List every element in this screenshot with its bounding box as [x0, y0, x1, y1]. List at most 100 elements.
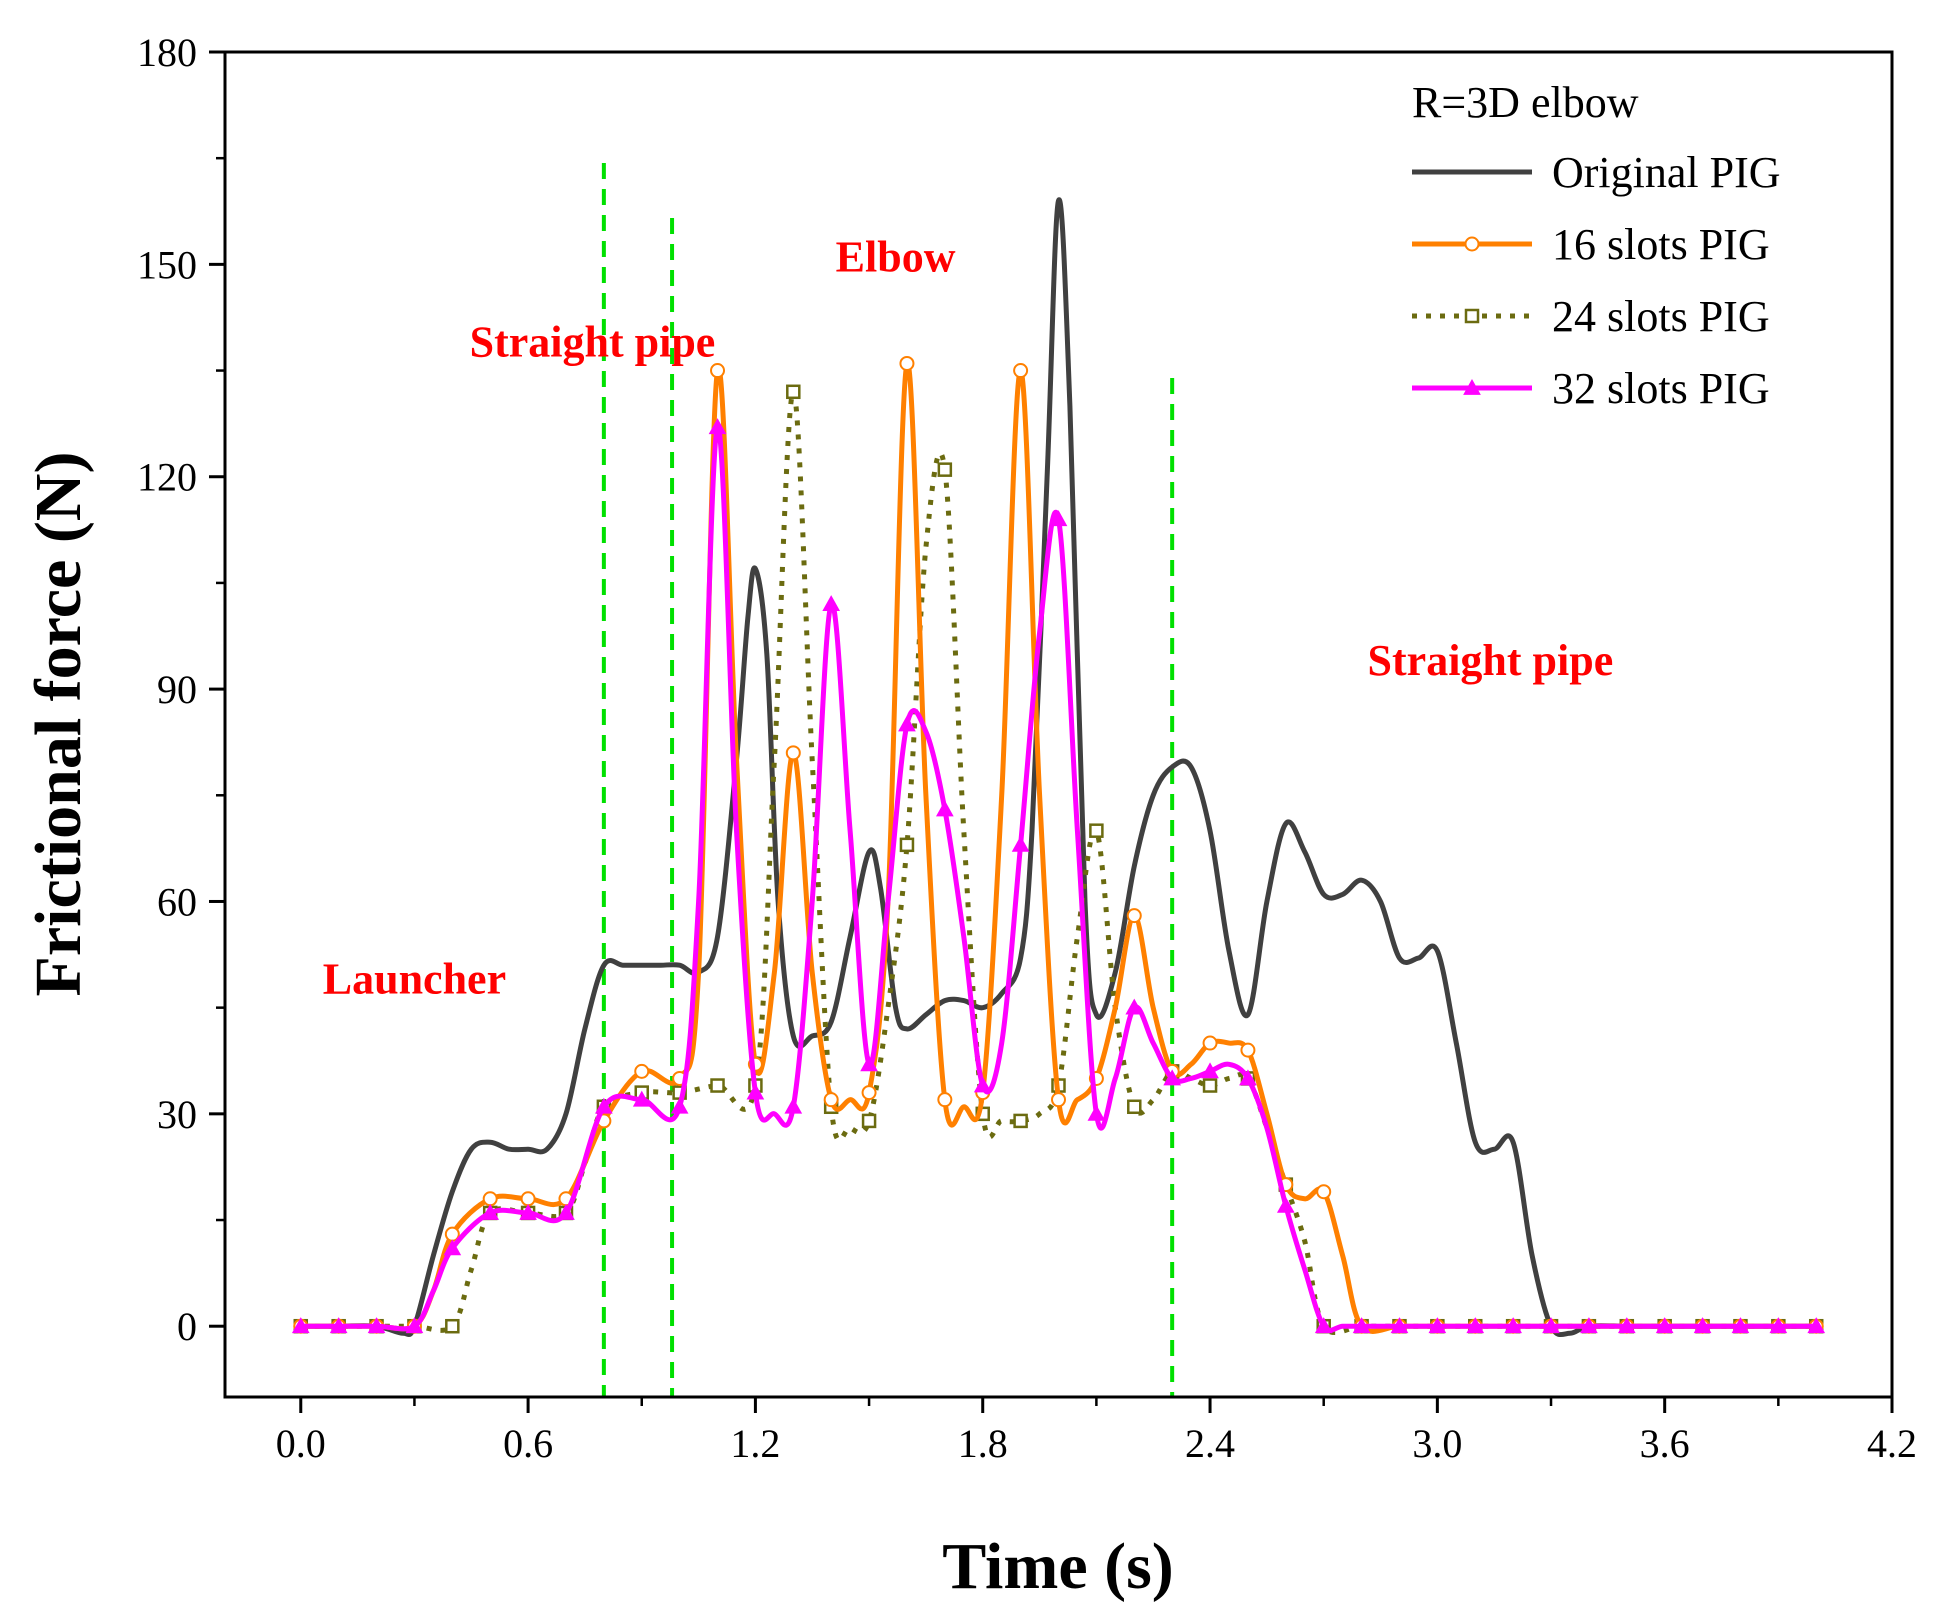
legend-item: Original PIG	[1412, 148, 1781, 197]
data-point	[937, 462, 953, 477]
data-point	[1390, 1317, 1409, 1334]
data-point	[519, 1203, 537, 1220]
legend-label: 24 slots PIG	[1552, 292, 1770, 341]
x-tick-label: 3.6	[1640, 1421, 1690, 1466]
data-point	[861, 1113, 877, 1129]
series-line	[300, 424, 1817, 1333]
data-point	[1316, 1184, 1332, 1200]
data-point	[973, 1076, 992, 1093]
data-point	[443, 1239, 462, 1256]
legend-label: 16 slots PIG	[1552, 220, 1770, 269]
data-point	[557, 1203, 575, 1220]
data-point	[1314, 1317, 1333, 1334]
data-point	[784, 1097, 803, 1114]
data-point	[520, 1191, 536, 1207]
data-point	[1504, 1317, 1522, 1334]
data-point	[1655, 1317, 1674, 1334]
legend-swatch-marker	[1464, 308, 1480, 324]
data-point	[1466, 1317, 1485, 1334]
data-point	[785, 745, 801, 761]
data-point	[786, 384, 801, 400]
y-tick-label: 120	[137, 455, 197, 500]
data-point	[1126, 908, 1142, 924]
data-point	[1013, 1113, 1028, 1129]
y-tick-label: 0	[177, 1304, 197, 1349]
data-point	[1087, 1104, 1106, 1121]
region-annotations: Launcher Straight pipe Elbow Straight pipe	[323, 232, 1614, 1003]
data-point	[861, 1085, 877, 1101]
data-point	[1202, 1078, 1218, 1093]
data-point	[1428, 1317, 1447, 1334]
y-axis-title: Frictional force (N)	[22, 452, 95, 997]
data-point	[367, 1317, 386, 1334]
y-tick-label: 150	[137, 242, 197, 287]
data-point	[632, 1090, 651, 1107]
data-point	[1542, 1317, 1560, 1334]
data-point	[595, 1097, 613, 1114]
legend-swatch-marker	[1464, 236, 1480, 252]
region-label: Straight pipe	[470, 317, 716, 366]
data-point	[670, 1097, 689, 1114]
x-tick-label: 4.2	[1867, 1421, 1917, 1466]
data-point	[823, 1092, 839, 1108]
data-point	[710, 363, 726, 379]
x-tick-label: 2.4	[1185, 1421, 1235, 1466]
data-point	[708, 418, 727, 435]
data-point	[1352, 1317, 1371, 1334]
legend-label: 32 slots PIG	[1552, 364, 1770, 413]
data-point	[1011, 835, 1030, 852]
data-point	[405, 1317, 424, 1334]
legend-item: 24 slots PIG	[1412, 292, 1770, 341]
data-point	[899, 355, 915, 371]
data-point	[1127, 1099, 1142, 1115]
data-point	[1617, 1317, 1636, 1334]
data-point	[1125, 998, 1144, 1015]
data-point	[634, 1063, 650, 1079]
series-line	[300, 197, 1817, 1338]
data-point	[1240, 1042, 1256, 1058]
data-point	[1089, 823, 1104, 838]
data-point	[1013, 363, 1029, 379]
region-label: Launcher	[323, 955, 506, 1004]
legend-title: R=3D elbow	[1412, 78, 1639, 127]
series-16-slots-pig	[293, 355, 1824, 1334]
series-32-slots-pig	[291, 418, 1826, 1334]
data-point	[1163, 1069, 1182, 1086]
y-tick-label: 60	[157, 879, 197, 924]
legend-item: 32 slots PIG	[1412, 364, 1770, 413]
x-tick-label: 0.6	[503, 1421, 553, 1466]
data-point	[1201, 1062, 1219, 1079]
series-original-pig	[300, 197, 1817, 1338]
region-label: Elbow	[836, 232, 956, 281]
x-tick-label: 1.8	[958, 1421, 1008, 1466]
region-label: Straight pipe	[1368, 636, 1614, 685]
x-axis-title: Time (s)	[942, 1530, 1174, 1603]
data-point	[481, 1203, 500, 1220]
data-point	[1769, 1317, 1788, 1334]
data-point	[746, 1083, 765, 1100]
data-point	[899, 837, 915, 853]
data-point	[860, 1055, 878, 1072]
y-tick-label: 30	[157, 1092, 197, 1137]
legend-label: Original PIG	[1552, 148, 1781, 197]
plot-frame	[223, 50, 1894, 1399]
legend: R=3D elbow Original PIG 16 slots PIG 24 slo…	[1412, 78, 1781, 413]
data-point	[822, 595, 841, 612]
y-tick-label: 180	[137, 30, 197, 75]
y-tick-label: 90	[157, 667, 197, 712]
data-point	[937, 1092, 953, 1108]
data-point	[898, 715, 916, 732]
data-point	[482, 1191, 498, 1207]
data-point	[1693, 1317, 1712, 1334]
x-tick-label: 3.0	[1412, 1421, 1462, 1466]
data-point	[1049, 510, 1068, 527]
data-point	[935, 800, 954, 817]
data-point	[1807, 1317, 1826, 1334]
axis-ticks: 0.0 0.6 1.2 1.8 2.4 3.0 3.6 4.2 0 30 60 90 120 150 180	[137, 30, 1917, 1466]
data-point	[1580, 1317, 1598, 1334]
legend-swatch-marker	[1463, 378, 1481, 395]
data-point	[1239, 1069, 1257, 1086]
x-tick-label: 0.0	[276, 1421, 326, 1466]
legend-item: 16 slots PIG	[1412, 220, 1770, 269]
data-point	[1276, 1196, 1295, 1213]
